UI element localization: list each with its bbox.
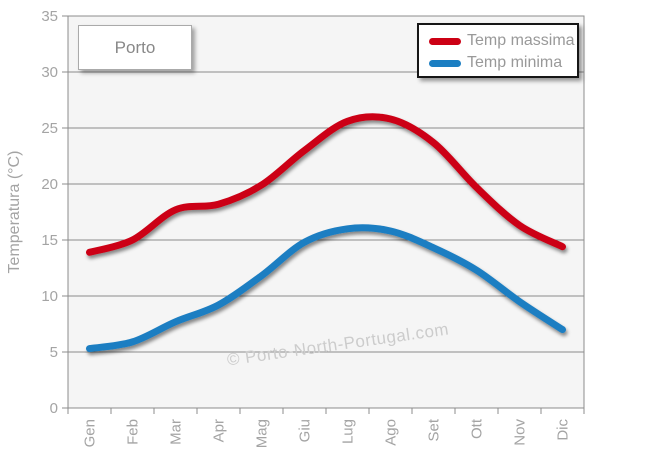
x-axis-tick-label: Giu: [297, 419, 314, 442]
y-axis-title: Temperatura (°C): [6, 150, 23, 274]
chart-title: Porto: [114, 37, 156, 57]
y-axis-tick-label: 35: [41, 8, 58, 25]
chart-title-box: Porto: [78, 25, 192, 70]
y-axis-tick-label: 30: [41, 64, 58, 81]
y-axis-tick-label: 20: [41, 176, 58, 193]
x-axis-tick-label: Feb: [125, 419, 142, 445]
x-axis-tick-label: Mag: [254, 419, 271, 448]
min-line-swatch: [429, 59, 461, 67]
legend-label-temp-massima: Temp massima: [467, 32, 575, 49]
x-axis-tick-label: Set: [426, 418, 443, 441]
temp-minima-line: [86, 224, 566, 353]
y-axis-tick-label: 5: [50, 344, 58, 361]
x-axis-tick-label: Ott: [469, 418, 486, 439]
y-axis-tick-label: 25: [41, 120, 58, 137]
legend: Temp massima Temp minima: [417, 23, 579, 78]
x-axis-tick-label: Apr: [211, 419, 228, 442]
x-axis-tick-label: Dic: [555, 419, 572, 441]
legend-item-temp-massima[interactable]: Temp massima: [429, 30, 577, 52]
x-axis-tick-label: Nov: [512, 419, 529, 446]
y-axis-tick-label: 10: [41, 288, 58, 305]
y-axis-tick-label: 0: [50, 400, 58, 417]
x-axis-tick-label: Ago: [383, 419, 400, 446]
legend-label-temp-minima: Temp minima: [467, 54, 563, 71]
x-axis-tick-label: Mar: [168, 419, 185, 445]
temp-massima-line: [86, 113, 566, 256]
y-axis-tick-label: 15: [41, 232, 58, 249]
x-axis-tick-label: Lug: [340, 419, 357, 444]
legend-item-temp-minima[interactable]: Temp minima: [429, 52, 577, 74]
max-line-swatch: [429, 37, 461, 45]
x-axis-tick-label: Gen: [82, 419, 99, 447]
